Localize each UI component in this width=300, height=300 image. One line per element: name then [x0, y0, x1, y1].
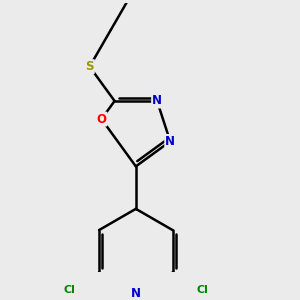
- Text: Cl: Cl: [64, 285, 76, 295]
- Text: Cl: Cl: [196, 285, 208, 295]
- Text: N: N: [131, 287, 141, 300]
- Text: S: S: [85, 60, 94, 73]
- Text: N: N: [152, 94, 162, 107]
- Text: O: O: [97, 112, 106, 126]
- Text: N: N: [165, 135, 175, 148]
